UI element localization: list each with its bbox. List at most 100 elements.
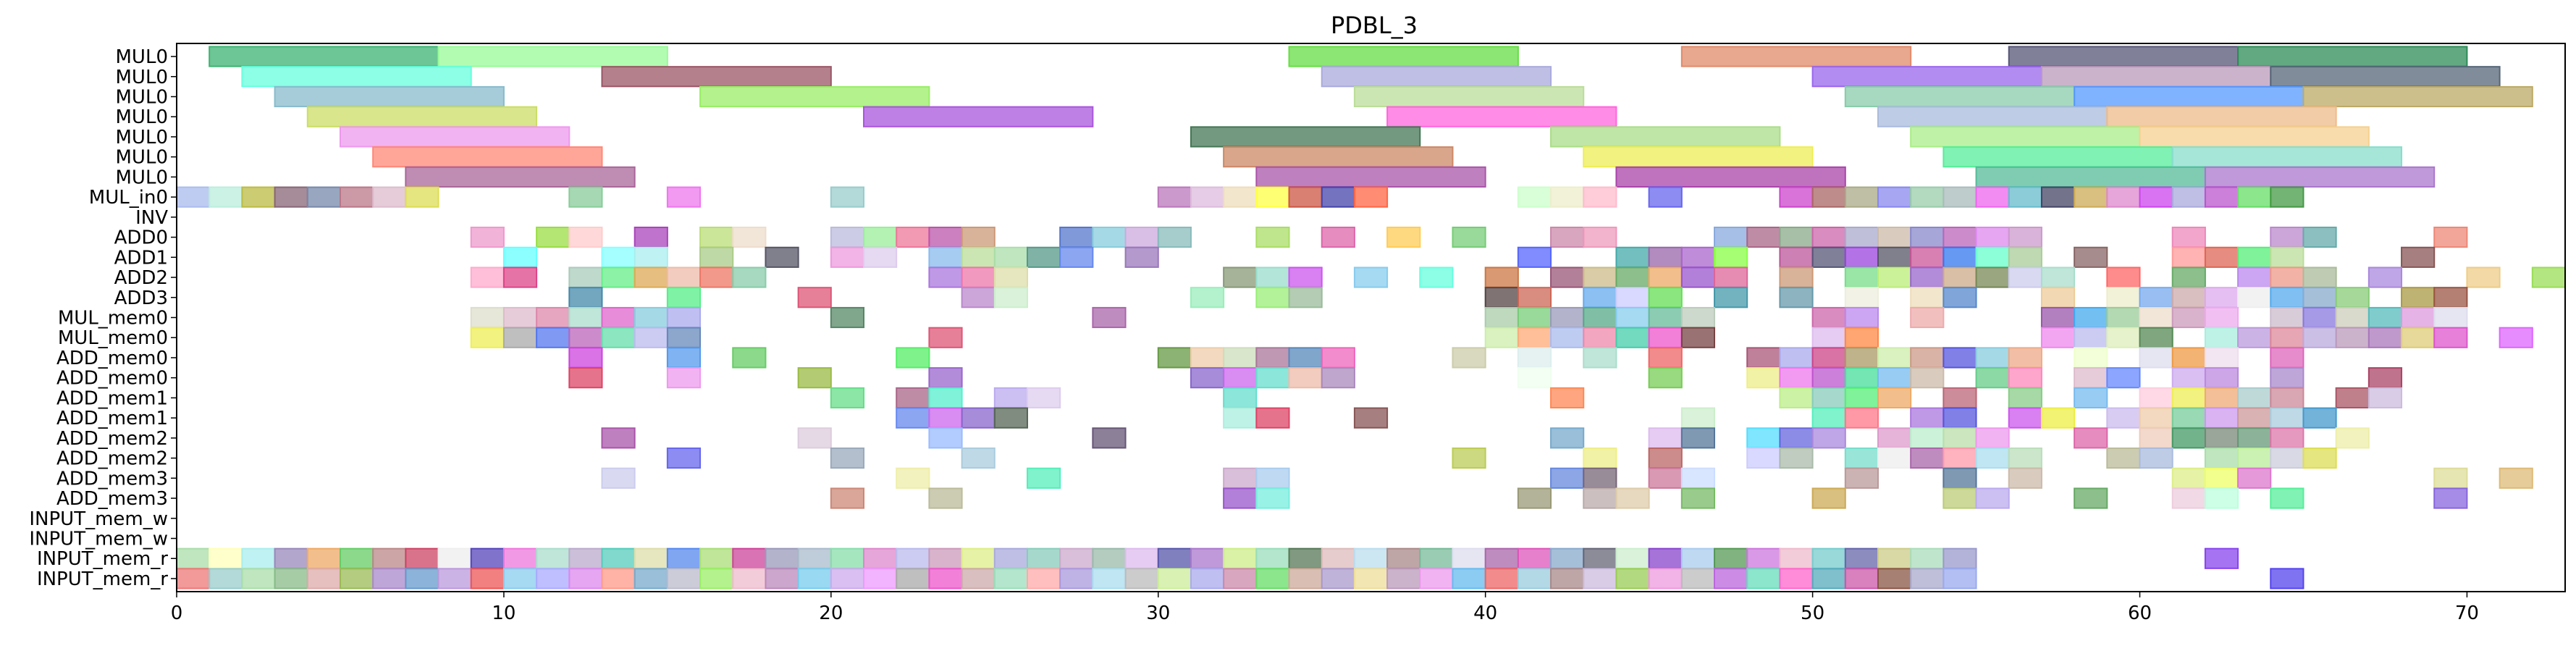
gantt-bar: [502, 568, 538, 589]
gantt-bar: [1583, 568, 1617, 589]
gantt-bar: [765, 568, 799, 589]
gantt-bar: [502, 306, 538, 329]
gantt-bar: [1026, 547, 1061, 569]
gantt-bar: [405, 547, 439, 569]
gantt-bar: [1910, 266, 1945, 288]
gantt-bar: [1386, 547, 1421, 569]
gantt-bar: [1223, 387, 1258, 409]
gantt-bar: [1680, 547, 1716, 569]
gantt-bar: [2139, 287, 2173, 308]
gantt-bar: [1910, 246, 1945, 268]
gantt-bar: [1811, 327, 1846, 348]
gantt-bar: [732, 347, 767, 369]
gantt-bar: [1714, 266, 1748, 288]
gantt-bar: [1092, 568, 1127, 589]
gantt-bar: [241, 568, 276, 589]
gantt-bar: [2074, 306, 2108, 329]
gantt-bar: [1942, 467, 1977, 489]
gantt-bar: [1484, 568, 1519, 589]
gantt-bar: [1452, 347, 1486, 369]
gantt-bar: [1942, 427, 1977, 449]
gantt-bar: [1255, 547, 1290, 569]
gantt-bar: [896, 387, 930, 409]
gantt-bar: [1811, 568, 1846, 589]
gantt-bar: [2270, 306, 2304, 329]
gantt-bar: [634, 266, 668, 288]
gantt-bar: [1615, 568, 1650, 589]
gantt-bar: [2237, 427, 2272, 449]
gantt-bar: [2237, 266, 2272, 288]
gantt-bar: [2204, 306, 2239, 329]
gantt-bar: [896, 547, 930, 569]
gantt-bar: [1190, 287, 1225, 308]
y-tick-label: ADD2: [114, 267, 168, 289]
gantt-bar: [1648, 467, 1683, 489]
gantt-bar: [2074, 487, 2108, 509]
gantt-bar: [2237, 186, 2272, 208]
gantt-bar: [1615, 266, 1650, 288]
gantt-bar: [1811, 347, 1846, 369]
gantt-bar: [1844, 547, 1879, 569]
gantt-bar: [2171, 367, 2206, 389]
gantt-bar: [863, 568, 898, 589]
gantt-bar: [1026, 246, 1061, 268]
gantt-bar: [1975, 226, 2010, 248]
gantt-bar: [634, 547, 668, 569]
gantt-bar: [1255, 287, 1290, 308]
gantt-bar: [863, 547, 898, 569]
gantt-bar: [1419, 568, 1454, 589]
gantt-bar: [2204, 327, 2239, 348]
gantt-bar: [1648, 287, 1683, 308]
gantt-bar: [1910, 126, 2141, 148]
gantt-bar: [2204, 407, 2239, 429]
gantt-bar: [1484, 327, 1519, 348]
gantt-bar: [502, 246, 538, 268]
y-tick-label: INPUT_mem_r: [37, 548, 168, 570]
gantt-bar: [1353, 85, 1585, 108]
gantt-bar: [2106, 306, 2141, 329]
gantt-bar: [2433, 226, 2468, 248]
gantt-bar: [1223, 367, 1258, 389]
gantt-bar: [1746, 568, 1781, 589]
gantt-bar: [699, 226, 734, 248]
gantt-bar: [1026, 467, 1061, 489]
gantt-bar: [176, 186, 211, 208]
gantt-bar: [1321, 186, 1355, 208]
gantt-bar: [1877, 226, 1912, 248]
gantt-bar: [2106, 448, 2141, 469]
gantt-bar: [2335, 387, 2370, 409]
gantt-bar: [1517, 367, 1552, 389]
gantt-bar: [2433, 287, 2468, 308]
gantt-bar: [928, 226, 963, 248]
gantt-bar: [1517, 568, 1552, 589]
gantt-bar: [993, 387, 1028, 409]
gantt-bar: [928, 487, 963, 509]
gantt-bar: [2401, 327, 2436, 348]
gantt-bar: [1288, 186, 1323, 208]
gantt-bar: [2270, 246, 2304, 268]
gantt-bar: [2204, 166, 2436, 188]
gantt-bar: [2335, 327, 2370, 348]
x-tick-label: 10: [492, 602, 515, 624]
gantt-bar: [1321, 367, 1355, 389]
gantt-bar: [2270, 327, 2304, 348]
gantt-bar: [1844, 568, 1879, 589]
gantt-bar: [1680, 266, 1716, 288]
gantt-bar: [502, 547, 538, 569]
gantt-bar: [1059, 568, 1094, 589]
gantt-bar: [732, 568, 767, 589]
gantt-bar: [1844, 347, 1879, 369]
gantt-bar: [1844, 226, 1879, 248]
gantt-bar: [2302, 306, 2337, 329]
gantt-bar: [1190, 186, 1225, 208]
gantt-bar: [699, 547, 734, 569]
gantt-bar: [1680, 568, 1716, 589]
gantt-bar: [1223, 568, 1258, 589]
gantt-bar: [1550, 387, 1585, 409]
gantt-bar: [2139, 407, 2173, 429]
gantt-bar: [372, 146, 603, 168]
gantt-bar: [1255, 166, 1486, 188]
gantt-bar: [1877, 266, 1912, 288]
gantt-bar: [1484, 287, 1519, 308]
gantt-bar: [568, 367, 603, 389]
